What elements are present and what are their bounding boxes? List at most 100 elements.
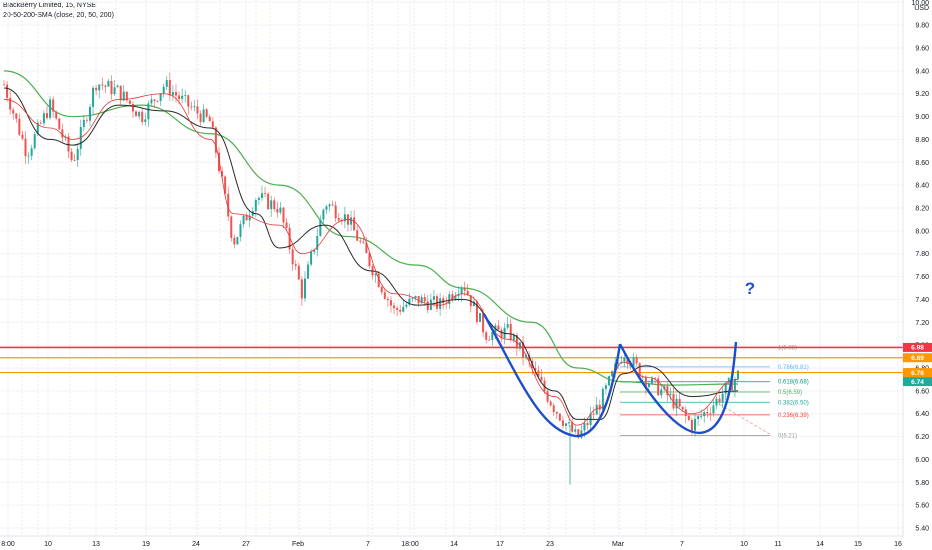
candle-body [497, 325, 500, 330]
candle-body [491, 332, 494, 340]
candle-body [611, 371, 614, 377]
candle-body [159, 93, 162, 102]
candle-body [675, 398, 678, 409]
currency-label: USD [914, 5, 929, 12]
candle-body [273, 200, 276, 210]
fibonacci-retracement[interactable]: 1(6.98) 0.786(6.81) 0.618(6.68) 0.5(6.59) 0.… [620, 345, 809, 439]
price-badge [903, 377, 932, 387]
fib-label: 0.5(6.59) [778, 390, 802, 396]
candle-body [666, 386, 669, 396]
fib-label: 0.786(6.81) [778, 365, 809, 371]
candle-body [45, 113, 48, 118]
time-tick-label: 18:00 [401, 541, 419, 548]
sma-20-line [3, 93, 739, 426]
candle-body [641, 376, 644, 378]
candle-body [479, 313, 482, 322]
candle-body [466, 290, 469, 296]
candle-body [457, 294, 460, 297]
candle-body [586, 423, 589, 426]
sma-200-line [3, 70, 739, 386]
cup-curve [482, 313, 622, 438]
candle-body [389, 300, 392, 306]
candle-body [116, 85, 119, 88]
candle-body [227, 193, 230, 217]
candle-body [451, 294, 454, 300]
time-tick-label: 11 [774, 541, 781, 548]
price-axis[interactable]: USD 5.405.605.806.006.206.406.606.807.00… [902, 0, 932, 536]
time-axis[interactable]: 8:00 10 13 19 24 27 Feb 7 18:00 14 17 23 Mar 7 10 11 14 1… [0, 535, 932, 550]
price-tick-label: 6.60 [915, 388, 929, 395]
candle-body [181, 95, 184, 99]
price-tick-label: 6.00 [915, 457, 929, 464]
candle-body [420, 297, 423, 304]
candle-body [377, 273, 380, 288]
session-breaks [21, 0, 731, 536]
candle-body [482, 313, 485, 333]
candle-body [558, 413, 561, 421]
candle-body [678, 398, 681, 407]
candle-body [727, 378, 730, 383]
price-tick-label: 8.40 [915, 183, 929, 190]
candle-body [426, 301, 429, 310]
time-tick-label: 27 [242, 541, 250, 548]
candle-body [208, 116, 211, 122]
candle-body [135, 111, 138, 117]
candle-body [199, 113, 202, 123]
candle-body [122, 91, 125, 101]
cup-and-handle-drawing[interactable] [482, 313, 738, 438]
candle-body [697, 416, 700, 419]
candle-body [374, 273, 377, 276]
price-tick-label: 8.00 [915, 228, 929, 235]
candle-body [49, 99, 52, 118]
price-badge-label: 6.74 [911, 379, 924, 386]
candle-body [211, 121, 214, 128]
candle-body [399, 309, 402, 312]
candle-body [61, 129, 64, 138]
time-tick-label: 16 [894, 541, 902, 548]
candle-body [144, 119, 147, 123]
candle-body [733, 379, 736, 390]
candle-body [694, 418, 697, 431]
candle-body [571, 422, 574, 432]
candle-body [131, 103, 134, 112]
candle-body [85, 119, 88, 121]
candle-body [42, 113, 45, 124]
fib-trend-line [719, 404, 773, 436]
time-tick-label: 8:00 [1, 541, 15, 548]
candle-body [712, 405, 715, 414]
candle-body [276, 209, 279, 213]
candle-body [36, 122, 39, 135]
candle-body [700, 416, 703, 417]
candle-body [119, 85, 122, 101]
sma-50-path [3, 87, 739, 420]
fib-label: 0(6.21) [778, 433, 797, 439]
candle-body [242, 215, 245, 225]
candle-body [221, 171, 224, 177]
candle-body [279, 207, 282, 213]
candle-body [316, 236, 319, 250]
candle-body [153, 99, 156, 101]
candle-body [706, 412, 709, 414]
horizontal-levels[interactable] [0, 346, 903, 374]
candle-body [580, 430, 583, 438]
candle-body [165, 80, 168, 87]
indicator-legend[interactable]: 20-50-200-SMA (close, 20, 50, 200) [3, 12, 114, 19]
candle-body [617, 362, 620, 364]
candle-body [356, 230, 359, 241]
candle-body [88, 106, 91, 121]
time-tick-label: 17 [496, 541, 504, 548]
price-badge-label: 6.98 [911, 345, 924, 352]
time-tick-label: 14 [816, 541, 824, 548]
price-tick-label: 9.60 [915, 46, 929, 53]
candle-body [322, 209, 325, 220]
grid-lines [0, 0, 903, 536]
candle-body [24, 138, 27, 157]
candle-body [383, 292, 386, 299]
candle-body [709, 413, 712, 415]
candle-body [660, 389, 663, 396]
time-tick-label: 24 [192, 541, 200, 548]
candle-body [442, 298, 445, 304]
candle-body [6, 84, 9, 98]
